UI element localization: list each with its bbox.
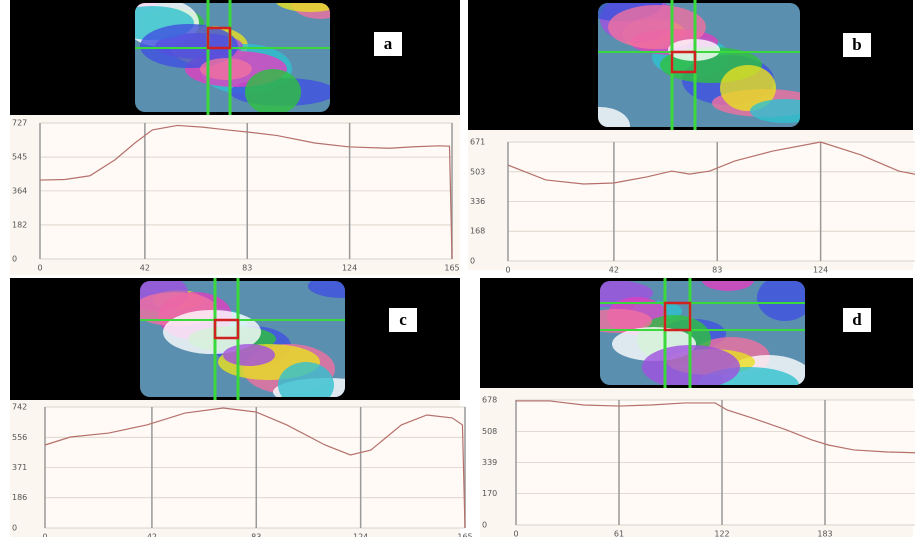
x-tick-label: 122	[714, 530, 729, 537]
y-tick-label: 186	[12, 493, 27, 502]
x-tick-label: 0	[42, 533, 47, 537]
x-tick-label: 83	[242, 264, 252, 273]
panel-label: c	[399, 310, 407, 329]
y-tick-label: 0	[470, 257, 475, 266]
y-tick-label: 508	[482, 427, 497, 436]
page: {"chart_data": [ {"type": "line", "panel…	[0, 0, 915, 537]
y-tick-label: 545	[12, 153, 27, 162]
panel-label: d	[852, 310, 862, 329]
figure: a 0 182 364 545 727 0 42 83 124 165 b 0 168 336 503 671 0…	[0, 0, 915, 537]
x-tick-label: 124	[813, 266, 828, 275]
y-tick-label: 336	[470, 197, 485, 206]
y-tick-label: 556	[12, 433, 27, 442]
film-band	[245, 69, 301, 115]
x-tick-label: 61	[614, 530, 624, 537]
y-tick-label: 339	[482, 458, 497, 467]
x-tick-label: 0	[513, 530, 518, 537]
x-tick-label: 42	[609, 266, 619, 275]
y-tick-label: 168	[470, 227, 485, 236]
film-image	[128, 274, 379, 408]
y-tick-label: 182	[12, 220, 27, 229]
x-tick-label: 83	[251, 533, 261, 537]
y-tick-label: 0	[12, 255, 17, 264]
y-tick-label: 727	[12, 119, 27, 128]
panel-label: a	[384, 34, 393, 53]
x-tick-label: 124	[353, 533, 368, 537]
panel-label: b	[852, 35, 861, 54]
y-tick-label: 503	[470, 167, 485, 176]
x-tick-label: 42	[140, 264, 150, 273]
y-tick-label: 0	[12, 524, 17, 533]
film-band	[223, 344, 275, 366]
x-tick-label: 0	[37, 264, 42, 273]
x-tick-label: 165	[444, 264, 459, 273]
x-tick-label: 42	[147, 533, 157, 537]
x-tick-label: 0	[505, 266, 510, 275]
y-tick-label: 0	[482, 521, 487, 530]
x-tick-label: 124	[342, 264, 357, 273]
y-tick-label: 678	[482, 396, 497, 405]
y-tick-label: 371	[12, 463, 27, 472]
x-tick-label: 165	[457, 533, 472, 537]
y-tick-label: 170	[482, 489, 497, 498]
y-tick-label: 742	[12, 403, 27, 412]
x-tick-label: 183	[817, 530, 832, 537]
y-tick-label: 364	[12, 186, 27, 195]
y-tick-label: 671	[470, 138, 485, 147]
x-tick-label: 83	[712, 266, 722, 275]
